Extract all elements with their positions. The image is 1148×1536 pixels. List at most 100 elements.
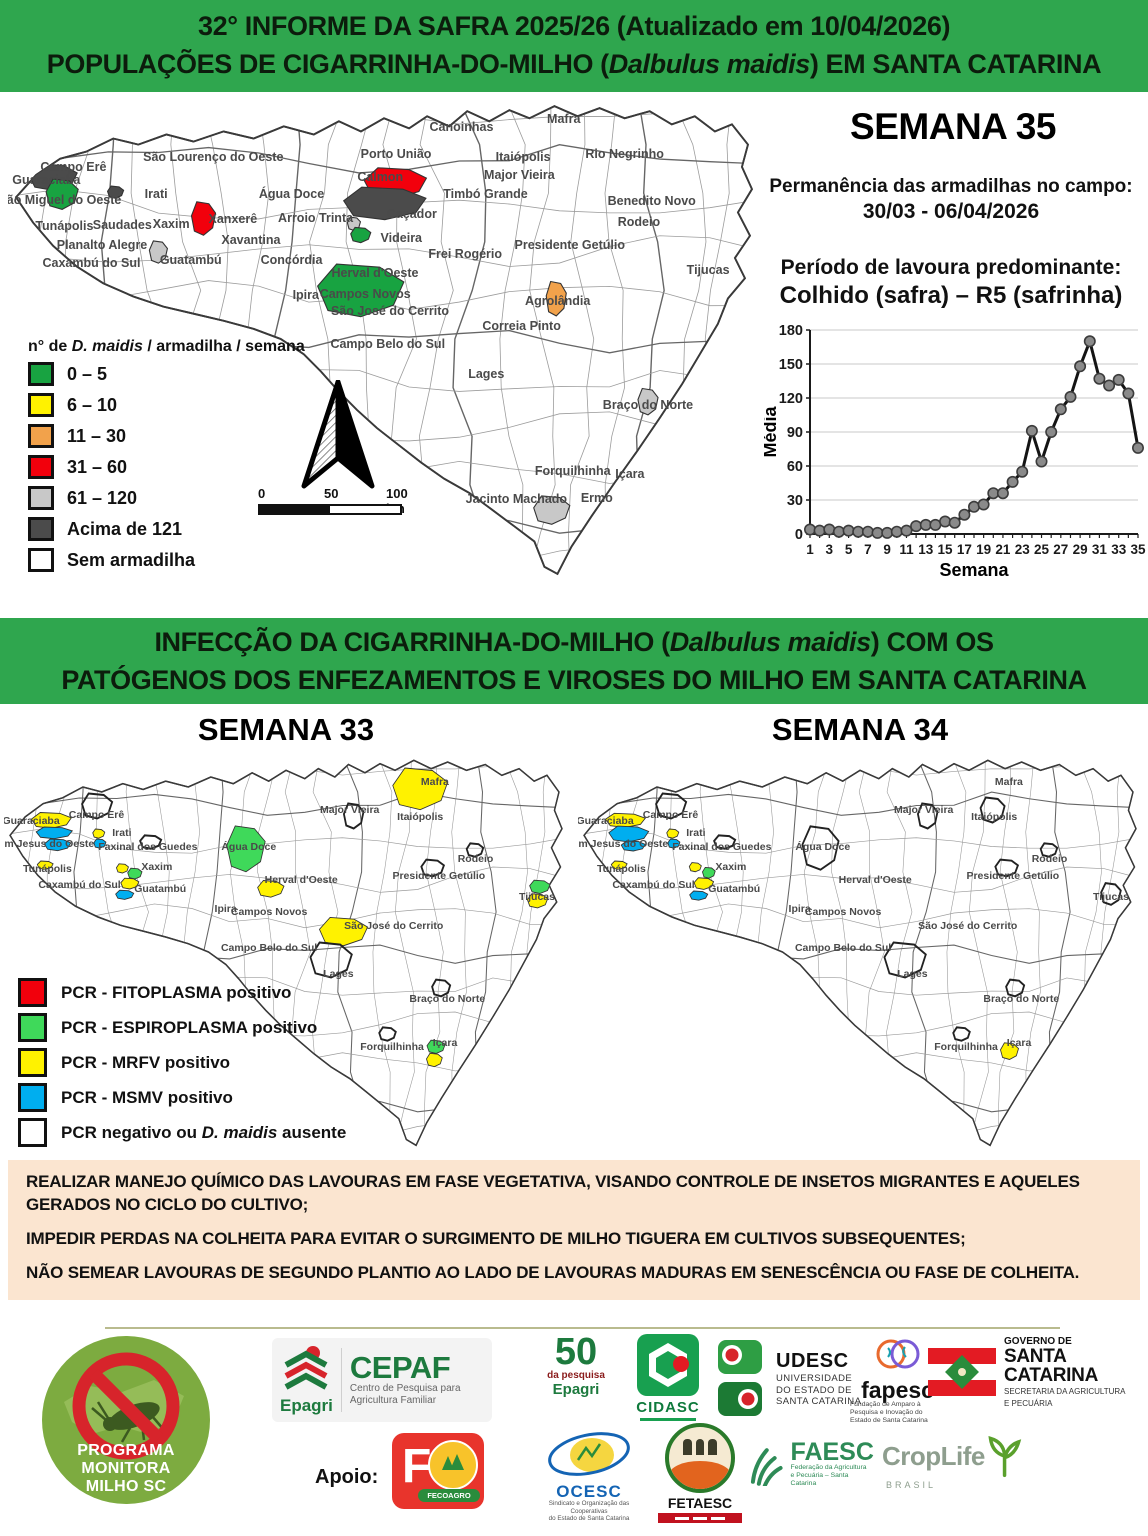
svg-text:15: 15 xyxy=(938,542,954,557)
fecoagro-sun-icon xyxy=(428,1440,478,1490)
map-region xyxy=(526,893,549,909)
map-region xyxy=(190,201,217,236)
north-arrow-icon xyxy=(300,379,376,497)
cidasc-logo: CIDASC xyxy=(630,1334,706,1421)
trap-permanence-label: Permanência das armadilhas no campo: xyxy=(769,176,1133,197)
map-region xyxy=(93,838,107,849)
svg-text:30: 30 xyxy=(787,493,803,509)
svg-text:3: 3 xyxy=(826,542,834,557)
scale-tick-0: 0 xyxy=(258,486,266,501)
svg-text:13: 13 xyxy=(918,542,934,557)
map-region xyxy=(431,978,452,998)
week33-heading: SEMANA 33 xyxy=(197,712,375,747)
scale-bar-segments xyxy=(258,504,402,515)
map-region xyxy=(637,387,659,416)
report-title-line1: 32° INFORME DA SAFRA 2025/26 (Atualizado… xyxy=(197,11,951,41)
legend-swatch-lightgray xyxy=(28,486,54,510)
trap-legend-item: 61 – 120 xyxy=(28,486,137,510)
epagri-50-anos-logo: 50 da pesquisa Epagri xyxy=(547,1331,605,1398)
map-region xyxy=(667,838,681,849)
map-region xyxy=(148,240,169,264)
croplife-logo: CropLife BRASIL xyxy=(882,1432,1022,1490)
trap-legend-item: 31 – 60 xyxy=(28,455,127,479)
svg-text:7: 7 xyxy=(864,542,872,557)
map-region xyxy=(115,863,129,874)
pcr-swatch-negative xyxy=(18,1118,47,1147)
map-region xyxy=(45,178,79,210)
map-region xyxy=(693,877,715,890)
map-region xyxy=(342,802,365,830)
map-region xyxy=(994,858,1020,878)
svg-text:33: 33 xyxy=(1111,542,1127,557)
udesc-icon xyxy=(718,1340,762,1416)
map-region xyxy=(620,840,646,852)
svg-text:29: 29 xyxy=(1073,542,1088,557)
map-region xyxy=(916,802,939,830)
fetaesc-emblem xyxy=(665,1423,735,1493)
report-title-line2: POPULAÇÕES DE CIGARRINHA-DO-MILHO (Dalbu… xyxy=(46,49,1102,79)
pcr-swatch-mrfv xyxy=(18,1048,47,1077)
map-region xyxy=(92,828,106,839)
map-region xyxy=(952,1026,971,1042)
header-band: 32° INFORME DA SAFRA 2025/26 (Atualizado… xyxy=(0,0,1148,92)
svg-text:17: 17 xyxy=(957,542,972,557)
map-region xyxy=(689,890,709,901)
svg-text:23: 23 xyxy=(1015,542,1031,557)
map-region xyxy=(529,879,551,894)
pcr-swatch-espiroplasma xyxy=(18,1013,47,1042)
recommendation-3: NÃO SEMEAR LAVOURAS DE SEGUNDO PLANTIO A… xyxy=(26,1263,1080,1282)
svg-text:0: 0 xyxy=(795,527,803,543)
pcr-legend-item: PCR - MSMV positivo xyxy=(18,1083,233,1112)
map-region xyxy=(801,825,840,871)
map-region xyxy=(883,941,927,979)
pcr-legend-item: PCR - MRFV positivo xyxy=(18,1048,230,1077)
svg-text:1: 1 xyxy=(806,542,814,557)
recommendation-2: IMPEDIR PERDAS NA COLHEITA PARA EVITAR O… xyxy=(26,1229,966,1248)
crop-period-label: Período de lavoura predominante: xyxy=(780,256,1122,279)
map-region xyxy=(106,185,125,199)
week34-heading: SEMANA 34 xyxy=(771,712,949,747)
svg-text:19: 19 xyxy=(976,542,991,557)
programa-monitora-milho-logo: PROGRAMA MONITORA MILHO SC xyxy=(42,1336,210,1504)
cepaf-wordmark: CEPAF xyxy=(349,1350,451,1385)
fapesc-logo: fapesc Fundação de Amparo à Pesquisa e I… xyxy=(850,1334,945,1425)
map-region xyxy=(43,838,72,852)
svg-text:120: 120 xyxy=(779,391,803,407)
svg-text:60: 60 xyxy=(787,459,803,475)
fecoagro-logo: F FECOAGRO xyxy=(392,1433,484,1509)
map-region xyxy=(545,280,567,317)
epagri-cepaf-logo: Epagri CEPAF Centro de Pesquisa para Agr… xyxy=(272,1338,492,1422)
trap-legend-item: 11 – 30 xyxy=(28,424,126,448)
map-region xyxy=(318,916,369,947)
pcr-legend-item: PCR - FITOPLASMA positivo xyxy=(18,978,291,1007)
svg-text:35: 35 xyxy=(1130,542,1146,557)
map-region xyxy=(533,495,571,525)
crop-period-value: Colhido (safra) – R5 (safrinha) xyxy=(779,282,1123,309)
map-region xyxy=(1039,842,1059,858)
trap-legend-item: Acima de 121 xyxy=(28,517,182,541)
svg-text:Semana: Semana xyxy=(939,560,1009,580)
scale-bar: 0 50 100 km xyxy=(258,486,428,516)
svg-text:21: 21 xyxy=(995,542,1011,557)
map-region xyxy=(309,941,353,979)
map-region xyxy=(139,834,163,850)
map-region xyxy=(608,825,650,843)
infection-band: INFECÇÃO DA CIGARRINHA-DO-MILHO (Dalbulu… xyxy=(0,618,1148,704)
map-region xyxy=(120,877,140,890)
pcr-swatch-fitoplasma xyxy=(18,978,47,1007)
map-region xyxy=(655,792,688,820)
map-region xyxy=(701,866,716,879)
svg-text:Média: Média xyxy=(764,406,780,458)
map-region xyxy=(226,825,266,873)
legend-swatch-green xyxy=(28,362,54,386)
sc-flag-icon xyxy=(928,1348,996,1396)
infection-title-line1: INFECÇÃO DA CIGARRINHA-DO-MILHO (Dalbulu… xyxy=(154,627,994,657)
map-region xyxy=(1100,882,1122,906)
map-region xyxy=(420,858,446,878)
legend-swatch-orange xyxy=(28,424,54,448)
trap-legend-item: Sem armadilha xyxy=(28,548,195,572)
footer-divider xyxy=(105,1327,1060,1329)
svg-text:25: 25 xyxy=(1034,542,1050,557)
